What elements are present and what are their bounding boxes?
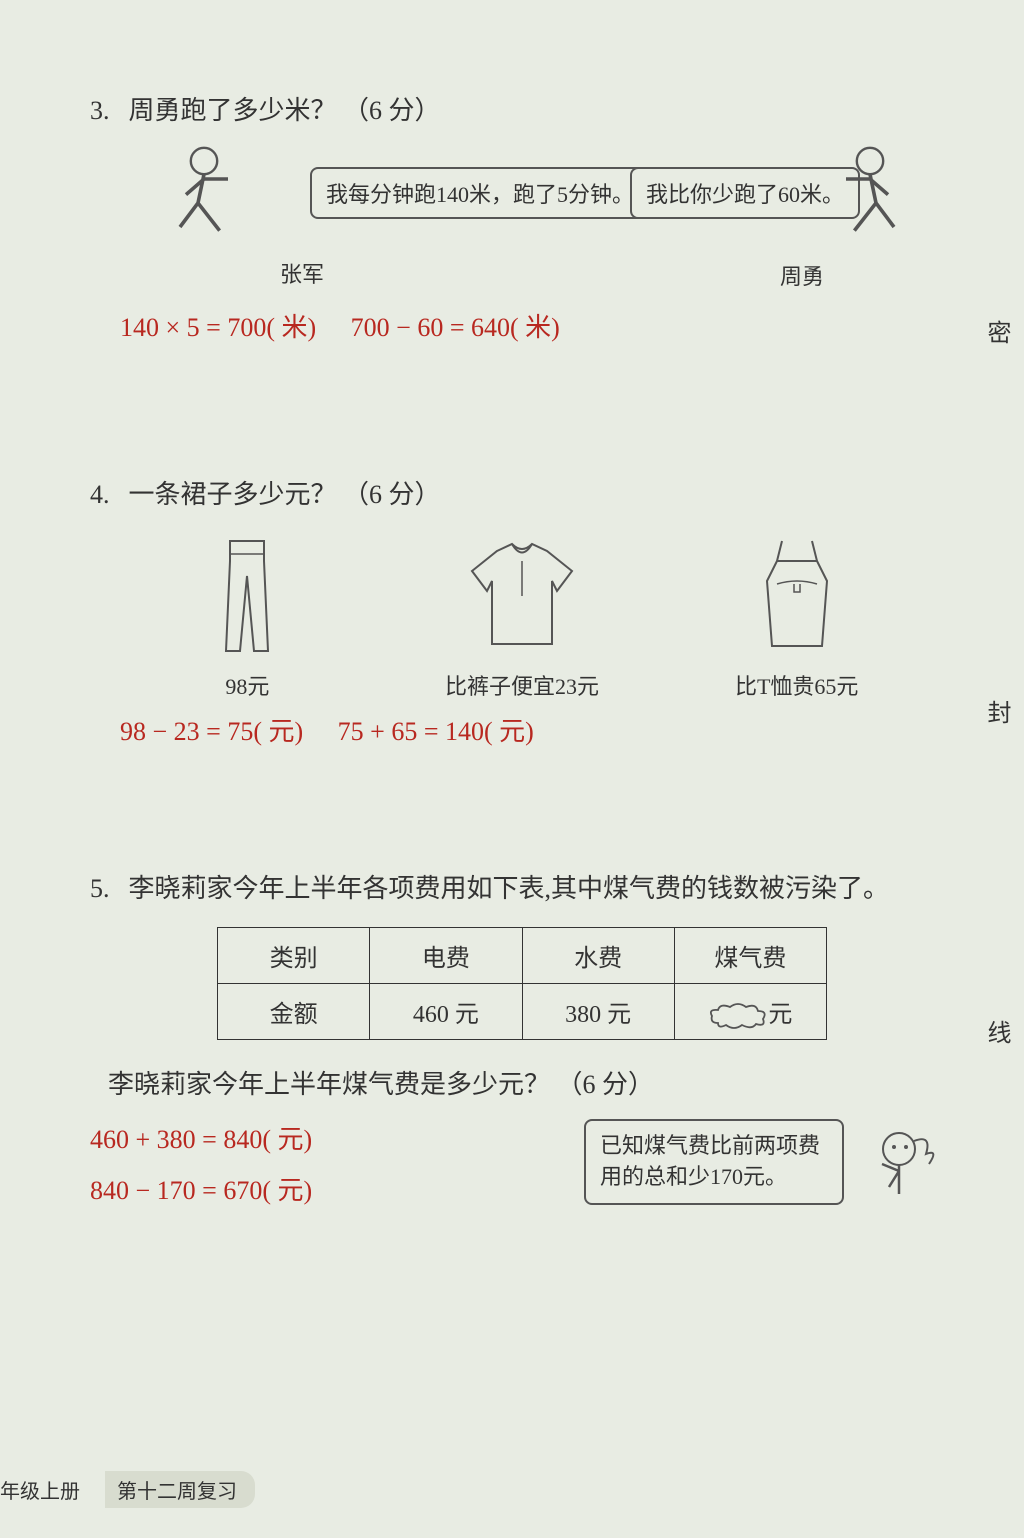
footer-week: 第十二周复习 xyxy=(105,1471,255,1508)
runner-right-icon xyxy=(804,132,924,262)
q3-name-left: 张军 xyxy=(280,257,324,289)
q3-ans2: 700 − 60 = 640( 米) xyxy=(351,307,560,344)
q4-title: 一条裙子多少元？ xyxy=(129,480,337,509)
q4-number: 4. xyxy=(90,480,122,510)
q4-tshirt-label: 比裤子便宜23元 xyxy=(385,669,660,701)
td-amount-label: 金额 xyxy=(218,984,370,1040)
q5-number: 5. xyxy=(90,874,122,904)
tshirt-icon xyxy=(385,531,660,661)
table-row: 类别 电费 水费 煤气费 xyxy=(218,928,827,984)
q4-tshirt: 比裤子便宜23元 xyxy=(385,531,660,701)
q3-title: 周勇跑了多少米？ xyxy=(129,96,337,125)
footer-grade: 年级上册 xyxy=(0,1481,80,1503)
q5-subquestion: 李晓莉家今年上半年煤气费是多少元？ （6 分） xyxy=(108,1064,954,1101)
q4-dress-label: 比T恤贵65元 xyxy=(659,669,934,701)
page-footer: 年级上册 第十二周复习 xyxy=(0,1471,255,1508)
table-row: 金额 460 元 380 元 元 xyxy=(218,984,827,1040)
q5-ans2: 840 − 170 = 670( 元) xyxy=(90,1170,584,1207)
q5-speech: 已知煤气费比前两项费用的总和少170元。 xyxy=(584,1119,844,1205)
problem-5: 5. 李晓莉家今年上半年各项费用如下表,其中煤气费的钱数被污染了。 类别 电费 … xyxy=(90,868,954,1224)
side-label-mi: 密 xyxy=(979,320,1014,344)
problem-4: 4. 一条裙子多少元？ （6 分） 98元 比裤子便宜23元 比 xyxy=(90,474,954,748)
q3-points: （6 分） xyxy=(343,96,441,125)
worksheet-page: 3. 周勇跑了多少米？ （6 分） 我每分钟跑140米，跑了5分钟。 我比你少跑… xyxy=(0,0,1024,1538)
q5-header: 5. 李晓莉家今年上半年各项费用如下表,其中煤气费的钱数被污染了。 xyxy=(90,868,954,905)
td-gas-suffix: 元 xyxy=(768,1002,792,1028)
q3-speech-1: 我每分钟跑140米，跑了5分钟。 xyxy=(310,167,650,219)
runner-left-icon xyxy=(150,132,270,262)
q5-ans1: 460 + 380 = 840( 元) xyxy=(90,1119,584,1156)
q4-header: 4. 一条裙子多少元？ （6 分） xyxy=(90,474,954,511)
pants-icon xyxy=(110,531,385,661)
q5-sub-text: 李晓莉家今年上半年煤气费是多少元？ xyxy=(108,1070,550,1099)
dress-icon xyxy=(659,531,934,661)
q4-pants-label: 98元 xyxy=(110,669,385,701)
q3-ans1: 140 × 5 = 700( 米) xyxy=(120,307,316,344)
th-electric: 电费 xyxy=(370,928,522,984)
q4-ans1: 98 − 23 = 75( 元) xyxy=(120,711,303,748)
side-label-xian: 线 xyxy=(979,1020,1014,1044)
td-electric: 460 元 xyxy=(370,984,522,1040)
q3-scene: 我每分钟跑140米，跑了5分钟。 我比你少跑了60米。 张军 周勇 xyxy=(90,147,954,287)
side-label-feng: 封 xyxy=(979,700,1014,724)
problem-3: 3. 周勇跑了多少米？ （6 分） 我每分钟跑140米，跑了5分钟。 我比你少跑… xyxy=(90,90,954,344)
q5-title: 李晓莉家今年上半年各项费用如下表,其中煤气费的钱数被污染了。 xyxy=(129,874,890,903)
q3-header: 3. 周勇跑了多少米？ （6 分） xyxy=(90,90,954,127)
td-water: 380 元 xyxy=(522,984,674,1040)
q4-dress: 比T恤贵65元 xyxy=(659,531,934,701)
q4-points: （6 分） xyxy=(343,480,441,509)
q3-name-right: 周勇 xyxy=(780,259,824,291)
q5-answer-row: 460 + 380 = 840( 元) 840 − 170 = 670( 元) … xyxy=(90,1119,954,1224)
q5-table: 类别 电费 水费 煤气费 金额 460 元 380 元 元 xyxy=(217,927,827,1040)
q4-ans2: 75 + 65 = 140( 元) xyxy=(338,711,534,748)
girl-icon xyxy=(854,1119,954,1224)
th-category: 类别 xyxy=(218,928,370,984)
q3-answer: 140 × 5 = 700( 米) 700 − 60 = 640( 米) xyxy=(120,307,954,344)
q4-items: 98元 比裤子便宜23元 比T恤贵65元 xyxy=(110,531,934,701)
th-water: 水费 xyxy=(522,928,674,984)
q4-pants: 98元 xyxy=(110,531,385,701)
q5-sub-points: （6 分） xyxy=(557,1070,655,1099)
td-gas: 元 xyxy=(674,984,826,1040)
q4-answer: 98 − 23 = 75( 元) 75 + 65 = 140( 元) xyxy=(120,711,954,748)
cloud-smudge-icon xyxy=(708,1003,768,1029)
q5-answers: 460 + 380 = 840( 元) 840 − 170 = 670( 元) xyxy=(90,1119,584,1221)
q3-number: 3. xyxy=(90,96,122,126)
th-gas: 煤气费 xyxy=(674,928,826,984)
